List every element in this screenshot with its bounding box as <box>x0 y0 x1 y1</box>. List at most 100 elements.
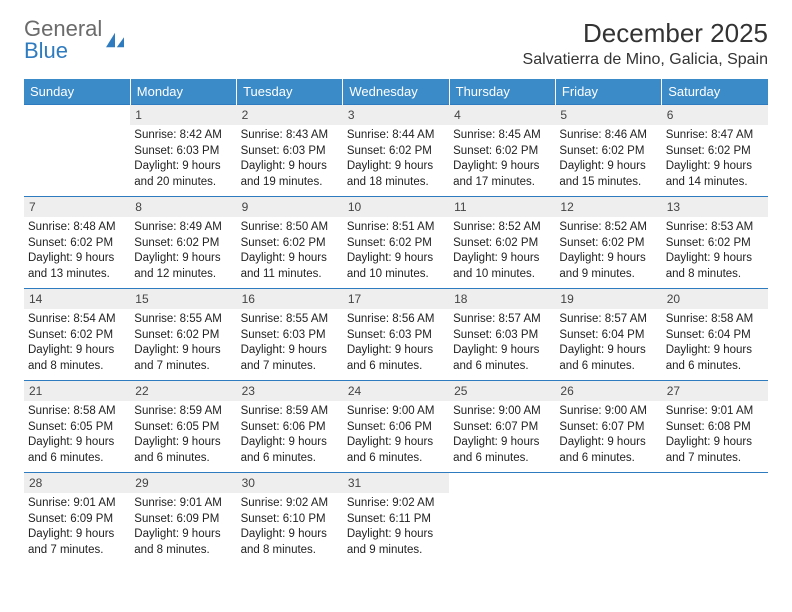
day-number: 31 <box>343 473 449 493</box>
cell-text-sr: Sunrise: 8:44 AM <box>347 128 445 144</box>
cell-text-d1: Daylight: 9 hours <box>559 159 657 175</box>
cell-text-d2: and 6 minutes. <box>559 359 657 375</box>
calendar-cell: 22Sunrise: 8:59 AMSunset: 6:05 PMDayligh… <box>130 381 236 473</box>
calendar-week-row: 28Sunrise: 9:01 AMSunset: 6:09 PMDayligh… <box>24 473 768 565</box>
day-number: 14 <box>24 289 130 309</box>
calendar-cell: 7Sunrise: 8:48 AMSunset: 6:02 PMDaylight… <box>24 197 130 289</box>
cell-text-d1: Daylight: 9 hours <box>666 435 764 451</box>
cell-text-sr: Sunrise: 9:00 AM <box>559 404 657 420</box>
calendar-cell: 9Sunrise: 8:50 AMSunset: 6:02 PMDaylight… <box>237 197 343 289</box>
cell-text-d1: Daylight: 9 hours <box>134 343 232 359</box>
day-number: 3 <box>343 105 449 125</box>
cell-text-d1: Daylight: 9 hours <box>134 159 232 175</box>
cell-text-ss: Sunset: 6:03 PM <box>347 328 445 344</box>
calendar-cell: 19 Sunrise: 8:57 AMSunset: 6:04 PMDayligh… <box>555 289 661 381</box>
cell-text-d2: and 11 minutes. <box>241 267 339 283</box>
cell-text-ss: Sunset: 6:04 PM <box>666 328 764 344</box>
calendar-week-row: 1Sunrise: 8:42 AMSunset: 6:03 PMDaylight… <box>24 105 768 197</box>
title-block: December 2025 Salvatierra de Mino, Galic… <box>523 18 768 69</box>
cell-text-d2: and 6 minutes. <box>134 451 232 467</box>
cell-text-ss: Sunset: 6:09 PM <box>134 512 232 528</box>
cell-text-sr: Sunrise: 8:57 AM <box>453 312 551 328</box>
weekday-header: Tuesday <box>237 79 343 105</box>
calendar-cell <box>24 105 130 197</box>
cell-text-d1: Daylight: 9 hours <box>28 435 126 451</box>
cell-text-sr: Sunrise: 8:59 AM <box>241 404 339 420</box>
cell-text-d1: Daylight: 9 hours <box>241 435 339 451</box>
cell-text-sr: Sunrise: 8:53 AM <box>666 220 764 236</box>
cell-text-ss: Sunset: 6:02 PM <box>134 236 232 252</box>
cell-text-d1: Daylight: 9 hours <box>134 251 232 267</box>
cell-text-sr: Sunrise: 8:49 AM <box>134 220 232 236</box>
cell-text-ss: Sunset: 6:03 PM <box>453 328 551 344</box>
cell-text-sr: Sunrise: 8:54 AM <box>28 312 126 328</box>
calendar-cell: 24Sunrise: 9:00 AMSunset: 6:06 PMDayligh… <box>343 381 449 473</box>
day-number: 16 <box>237 289 343 309</box>
weekday-header: Thursday <box>449 79 555 105</box>
cell-text-d2: and 6 minutes. <box>559 451 657 467</box>
cell-text-ss: Sunset: 6:08 PM <box>666 420 764 436</box>
day-number: 19 <box>555 289 661 309</box>
day-number: 15 <box>130 289 236 309</box>
weekday-header-row: SundayMondayTuesdayWednesdayThursdayFrid… <box>24 79 768 105</box>
cell-text-d1: Daylight: 9 hours <box>134 527 232 543</box>
weekday-header: Monday <box>130 79 236 105</box>
cell-text-sr: Sunrise: 9:01 AM <box>28 496 126 512</box>
day-number: 9 <box>237 197 343 217</box>
cell-text-d2: and 10 minutes. <box>347 267 445 283</box>
cell-text-d1: Daylight: 9 hours <box>134 435 232 451</box>
logo: General Blue <box>24 18 126 62</box>
cell-text-d2: and 9 minutes. <box>559 267 657 283</box>
day-number: 7 <box>24 197 130 217</box>
calendar-cell: 30Sunrise: 9:02 AMSunset: 6:10 PMDayligh… <box>237 473 343 565</box>
cell-text-d1: Daylight: 9 hours <box>559 343 657 359</box>
cell-text-sr: Sunrise: 8:48 AM <box>28 220 126 236</box>
calendar-week-row: 21Sunrise: 8:58 AMSunset: 6:05 PMDayligh… <box>24 381 768 473</box>
cell-text-d2: and 6 minutes. <box>453 451 551 467</box>
day-number: 12 <box>555 197 661 217</box>
cell-text-d1: Daylight: 9 hours <box>559 435 657 451</box>
cell-text-d2: and 6 minutes. <box>347 451 445 467</box>
day-number: 18 <box>449 289 555 309</box>
cell-text-ss: Sunset: 6:05 PM <box>28 420 126 436</box>
cell-text-d1: Daylight: 9 hours <box>28 251 126 267</box>
cell-text-d2: and 19 minutes. <box>241 175 339 191</box>
calendar-cell: 11Sunrise: 8:52 AMSunset: 6:02 PMDayligh… <box>449 197 555 289</box>
cell-text-ss: Sunset: 6:10 PM <box>241 512 339 528</box>
cell-text-ss: Sunset: 6:04 PM <box>559 328 657 344</box>
calendar-cell: 8Sunrise: 8:49 AMSunset: 6:02 PMDaylight… <box>130 197 236 289</box>
cell-text-sr: Sunrise: 9:00 AM <box>347 404 445 420</box>
day-number: 22 <box>130 381 236 401</box>
cell-text-d2: and 8 minutes. <box>666 267 764 283</box>
cell-text-sr: Sunrise: 8:58 AM <box>666 312 764 328</box>
cell-text-d2: and 10 minutes. <box>453 267 551 283</box>
cell-text-d2: and 20 minutes. <box>134 175 232 191</box>
calendar-cell: 13Sunrise: 8:53 AMSunset: 6:02 PMDayligh… <box>662 197 768 289</box>
calendar-cell: 3Sunrise: 8:44 AMSunset: 6:02 PMDaylight… <box>343 105 449 197</box>
cell-text-sr: Sunrise: 8:56 AM <box>347 312 445 328</box>
day-number: 23 <box>237 381 343 401</box>
cell-text-d1: Daylight: 9 hours <box>28 527 126 543</box>
cell-text-ss: Sunset: 6:03 PM <box>241 144 339 160</box>
day-number: 5 <box>555 105 661 125</box>
calendar-cell: 21Sunrise: 8:58 AMSunset: 6:05 PMDayligh… <box>24 381 130 473</box>
cell-text-sr: Sunrise: 8:58 AM <box>28 404 126 420</box>
cell-text-d1: Daylight: 9 hours <box>666 159 764 175</box>
cell-text-ss: Sunset: 6:02 PM <box>28 328 126 344</box>
day-number: 25 <box>449 381 555 401</box>
cell-text-d1: Daylight: 9 hours <box>347 527 445 543</box>
calendar-week-row: 14 Sunrise: 8:54 AMSunset: 6:02 PM Dayligh… <box>24 289 768 381</box>
calendar-cell: 16Sunrise: 8:55 AMSunset: 6:03 PMDayligh… <box>237 289 343 381</box>
cell-text-d1: Daylight: 9 hours <box>347 251 445 267</box>
day-number: 11 <box>449 197 555 217</box>
cell-text-d2: and 8 minutes. <box>241 543 339 559</box>
calendar-cell: 28Sunrise: 9:01 AMSunset: 6:09 PMDayligh… <box>24 473 130 565</box>
day-number: 26 <box>555 381 661 401</box>
cell-text-ss: Sunset: 6:02 PM <box>347 236 445 252</box>
cell-text-d1: Daylight: 9 hours <box>241 527 339 543</box>
calendar-body: 1Sunrise: 8:42 AMSunset: 6:03 PMDaylight… <box>24 105 768 565</box>
cell-text-sr: Sunrise: 8:57 AM <box>559 312 657 328</box>
logo-text-general: General <box>24 18 102 40</box>
cell-text-d1: Daylight: 9 hours <box>241 251 339 267</box>
calendar-cell: 23Sunrise: 8:59 AMSunset: 6:06 PMDayligh… <box>237 381 343 473</box>
